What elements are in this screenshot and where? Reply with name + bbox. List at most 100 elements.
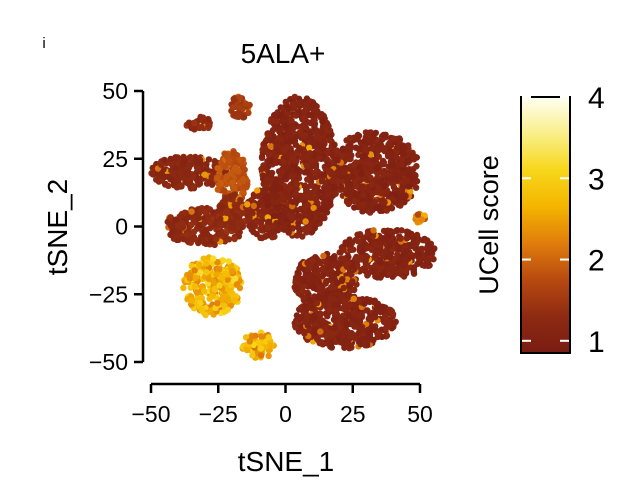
scatter-point [313, 133, 320, 141]
scatter-point [217, 221, 224, 228]
scatter-point [388, 175, 395, 183]
scatter-point [192, 274, 199, 281]
scatter-point [294, 284, 301, 292]
scatter-point [231, 184, 238, 192]
y-ticks: −50 −25 0 25 50 [89, 78, 143, 375]
scatter-point [333, 270, 341, 277]
scatter-point [301, 107, 308, 115]
x-ticks: −50 −25 0 25 50 [131, 384, 433, 427]
scatter-point [307, 128, 314, 135]
scatter-point [217, 179, 224, 187]
y-tick-label: 50 [102, 78, 128, 104]
scatter-point [347, 145, 354, 152]
scatter-point [363, 269, 371, 276]
y-tick-label: −50 [89, 349, 128, 375]
scatter-point [194, 165, 202, 173]
scatter-point [317, 273, 324, 280]
scatter-point [291, 104, 298, 112]
scatter-point [257, 212, 265, 219]
scatter-point [191, 126, 198, 133]
scatter-point [398, 161, 405, 168]
scatter-point [267, 118, 275, 125]
scatter-point [346, 301, 353, 308]
scatter-point [340, 246, 347, 254]
scatter-point [394, 227, 401, 234]
scatter-point [258, 154, 266, 161]
scatter-point [292, 274, 300, 281]
scatter-point [385, 321, 393, 328]
scatter-point [370, 268, 378, 276]
scatter-point [346, 134, 353, 142]
scatter-point [352, 190, 359, 197]
scatter-point [384, 265, 392, 273]
scatter-point [148, 170, 155, 177]
scatter-point [351, 204, 358, 211]
scatter-point [210, 255, 217, 262]
scatter-point [296, 146, 304, 154]
scatter-point [214, 300, 221, 307]
scatter-point [313, 299, 321, 307]
scatter-point [232, 203, 239, 211]
scatter-point [220, 187, 228, 194]
scatter-point [259, 172, 266, 179]
scatter-point [326, 306, 333, 314]
scatter-point [370, 227, 377, 234]
scatter-point [320, 138, 328, 145]
scatter-point [268, 169, 276, 177]
scatter-point [177, 212, 185, 220]
scatter-point [217, 215, 224, 223]
scatter-point [213, 235, 220, 243]
scatter-point [286, 139, 293, 146]
scatter-point [180, 284, 187, 292]
scatter-point [285, 229, 292, 236]
scatter-point [301, 330, 308, 337]
scatter-point [198, 306, 205, 314]
scatter-point [292, 112, 300, 119]
scatter-point [172, 164, 179, 172]
scatter-point [316, 142, 323, 150]
scatter-point [221, 162, 229, 170]
scatter-point [374, 302, 381, 310]
scatter-point [231, 297, 238, 304]
scatter-point [258, 333, 265, 340]
scatter-point [302, 302, 309, 309]
colorbar-gradient [520, 96, 571, 354]
scatter-point [196, 261, 203, 268]
scatter-point [351, 334, 358, 342]
scatter-point [202, 240, 210, 247]
scatter-point [317, 310, 325, 318]
scatter-point [303, 162, 310, 169]
scatter-point [210, 278, 217, 286]
scatter-point [224, 306, 231, 313]
scatter-point [334, 157, 341, 164]
scatter-point [366, 196, 373, 203]
colorbar-tick-label: 2 [588, 245, 605, 278]
scatter-point [288, 214, 296, 222]
scatter-point [369, 135, 376, 142]
scatter-points [148, 93, 438, 361]
scatter-point [262, 147, 270, 155]
scatter-point [264, 196, 271, 203]
scatter-point [315, 154, 323, 162]
colorbar-label: UCell score [474, 155, 504, 295]
scatter-point [343, 321, 351, 328]
scatter-point [240, 170, 247, 178]
scatter-point [184, 171, 191, 178]
scatter-point [367, 298, 374, 305]
scatter-point [186, 275, 193, 282]
scatter-point [188, 208, 195, 215]
scatter-point [236, 94, 243, 101]
scatter-point [200, 288, 208, 295]
scatter-point [306, 144, 313, 151]
scatter-point [206, 122, 213, 129]
scatter-point [258, 198, 265, 205]
scatter-point [295, 212, 302, 219]
scatter-point [299, 233, 306, 240]
scatter-point [352, 159, 360, 166]
scatter-point [283, 98, 290, 106]
scatter-point [304, 176, 311, 183]
scatter-point [370, 326, 377, 333]
scatter-point [415, 259, 423, 266]
scatter-point [379, 157, 387, 165]
scatter-point [250, 228, 257, 236]
